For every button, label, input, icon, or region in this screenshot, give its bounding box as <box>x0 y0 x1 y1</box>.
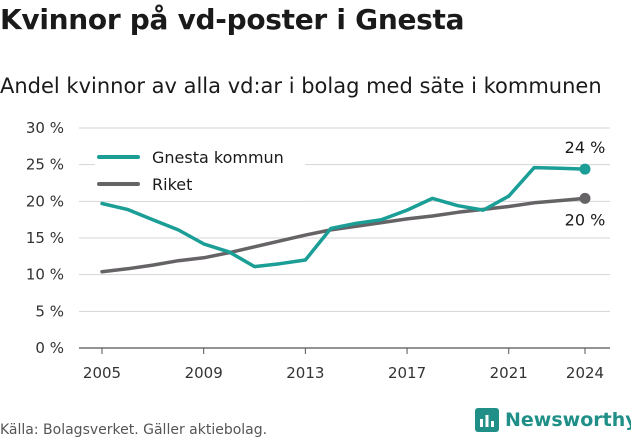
end-labels: 24 % 20 % <box>565 138 606 229</box>
series-end-point <box>579 163 591 175</box>
x-tick-label: 2013 <box>286 364 324 382</box>
legend-background <box>95 152 305 174</box>
grid-lines <box>79 127 610 349</box>
legend-label: Riket <box>152 175 192 194</box>
y-tick-label: 30 % <box>26 119 64 137</box>
series-line-riket <box>100 196 587 274</box>
source-note: Källa: Bolagsverket. Gäller aktiebolag. <box>0 422 268 438</box>
x-tick-label: 2017 <box>388 364 426 382</box>
chart-subtitle: Andel kvinnor av alla vd:ar i bolag med … <box>0 74 602 98</box>
newsworthy-logo-icon <box>475 408 499 432</box>
y-tick-label: 5 % <box>35 302 64 320</box>
y-tick-label: 10 % <box>26 266 64 284</box>
x-axis-ticks: 2005 2009 2013 2017 2021 2024 <box>83 348 604 382</box>
brand-logo: Newsworthy <box>475 408 631 432</box>
series-end-point <box>579 192 591 204</box>
line-chart: 30 %25 %20 %15 %10 %5 %0 % 2005 2009 2013 2… <box>26 119 610 382</box>
series-lines <box>100 163 591 274</box>
x-tick-label: 2021 <box>490 364 528 382</box>
end-value-label: 24 % <box>565 138 606 157</box>
legend: Gnesta kommun Riket <box>95 148 305 201</box>
series-line-gnesta <box>100 165 587 269</box>
legend-background <box>95 179 305 201</box>
x-tick-label: 2009 <box>185 364 223 382</box>
y-tick-label: 20 % <box>26 192 64 210</box>
y-tick-label: 15 % <box>26 229 64 247</box>
y-tick-label: 0 % <box>35 339 64 357</box>
x-tick-label: 2024 <box>566 364 604 382</box>
end-value-label: 20 % <box>565 210 606 229</box>
x-tick-label: 2005 <box>83 364 121 382</box>
y-axis-ticks: 30 % 25 % 20 % 15 % 10 % 5 % 0 % <box>26 119 64 357</box>
y-tick-label: 25 % <box>26 156 64 174</box>
chart-title: Kvinnor på vd-poster i Gnesta <box>0 3 465 36</box>
brand-name: Newsworthy <box>505 409 631 431</box>
legend-label: Gnesta kommun <box>152 148 284 167</box>
